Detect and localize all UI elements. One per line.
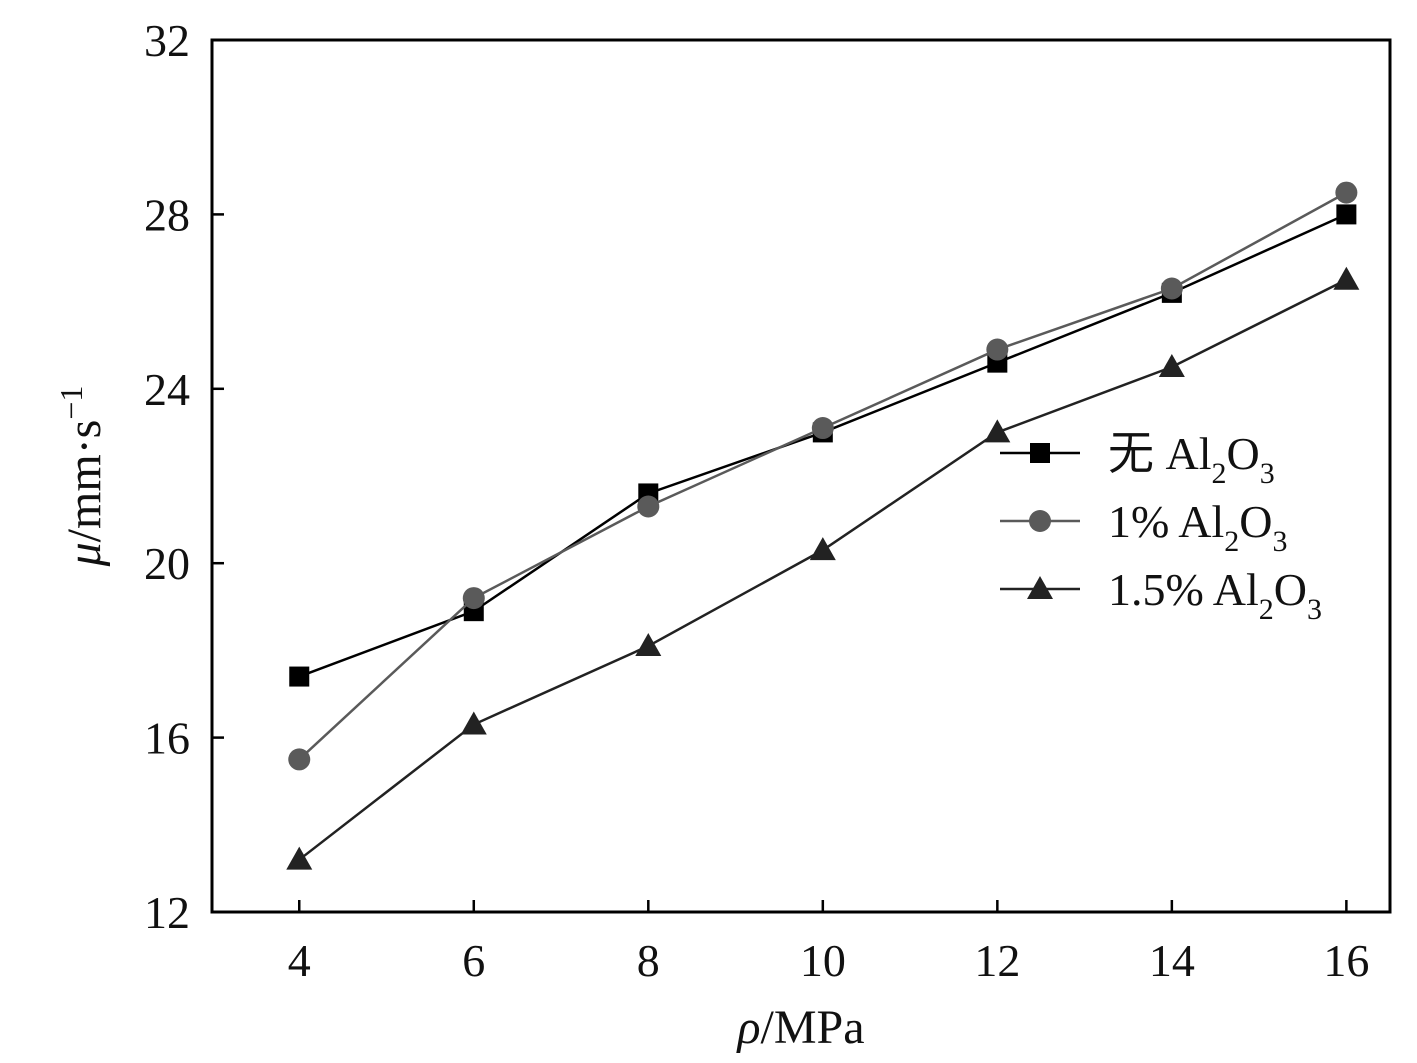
legend-label: 无 Al2O3 — [1108, 428, 1275, 490]
x-tick-label: 6 — [462, 935, 485, 986]
y-tick-label: 28 — [144, 189, 190, 240]
series-group — [286, 181, 1360, 870]
data-point — [288, 748, 311, 771]
data-point — [1158, 354, 1185, 377]
data-point — [635, 633, 662, 657]
y-tick-label: 20 — [144, 538, 190, 589]
data-point — [811, 417, 834, 440]
data-point — [1333, 266, 1360, 290]
x-tick-label: 16 — [1323, 935, 1369, 986]
y-tick-label: 12 — [144, 887, 190, 938]
legend-marker — [1030, 443, 1050, 463]
x-tick-label: 8 — [637, 935, 660, 986]
legend-label: 1% Al2O3 — [1108, 496, 1288, 558]
data-point — [460, 711, 487, 735]
x-tick-label: 10 — [800, 935, 846, 986]
data-point — [289, 666, 310, 687]
y-axis-label: μ/mm·s−1 — [53, 386, 111, 568]
series-2 — [288, 181, 1358, 771]
axis-ticks: 4 6 8 10 12 14 16 12 16 20 24 28 32 — [144, 15, 1369, 986]
data-point — [809, 537, 836, 561]
data-point — [1336, 204, 1357, 225]
data-point — [637, 495, 660, 518]
x-tick-label: 4 — [288, 935, 311, 986]
legend-label: 1.5% Al2O3 — [1108, 564, 1322, 626]
data-point — [462, 587, 485, 610]
data-point — [986, 338, 1009, 361]
y-tick-label: 32 — [144, 15, 190, 66]
y-tick-label: 16 — [144, 713, 190, 764]
x-tick-label: 12 — [974, 935, 1020, 986]
data-point — [984, 419, 1011, 443]
legend-item-1: 无 Al2O3 — [1000, 428, 1275, 490]
legend-item-2: 1% Al2O3 — [1000, 496, 1288, 558]
legend-item-3: 1.5% Al2O3 — [1000, 564, 1322, 626]
y-tick-label: 24 — [144, 364, 190, 415]
data-point — [1160, 277, 1183, 300]
x-axis-unit: /MPa — [761, 1001, 865, 1054]
series-3 — [286, 266, 1360, 870]
legend-marker — [1027, 576, 1053, 599]
x-axis-label: ρ/MPa — [735, 1001, 864, 1054]
data-point — [286, 846, 313, 870]
plot-frame — [210, 38, 1392, 914]
data-point — [1335, 181, 1358, 204]
legend-marker — [1029, 510, 1051, 532]
x-tick-label: 14 — [1149, 935, 1195, 986]
